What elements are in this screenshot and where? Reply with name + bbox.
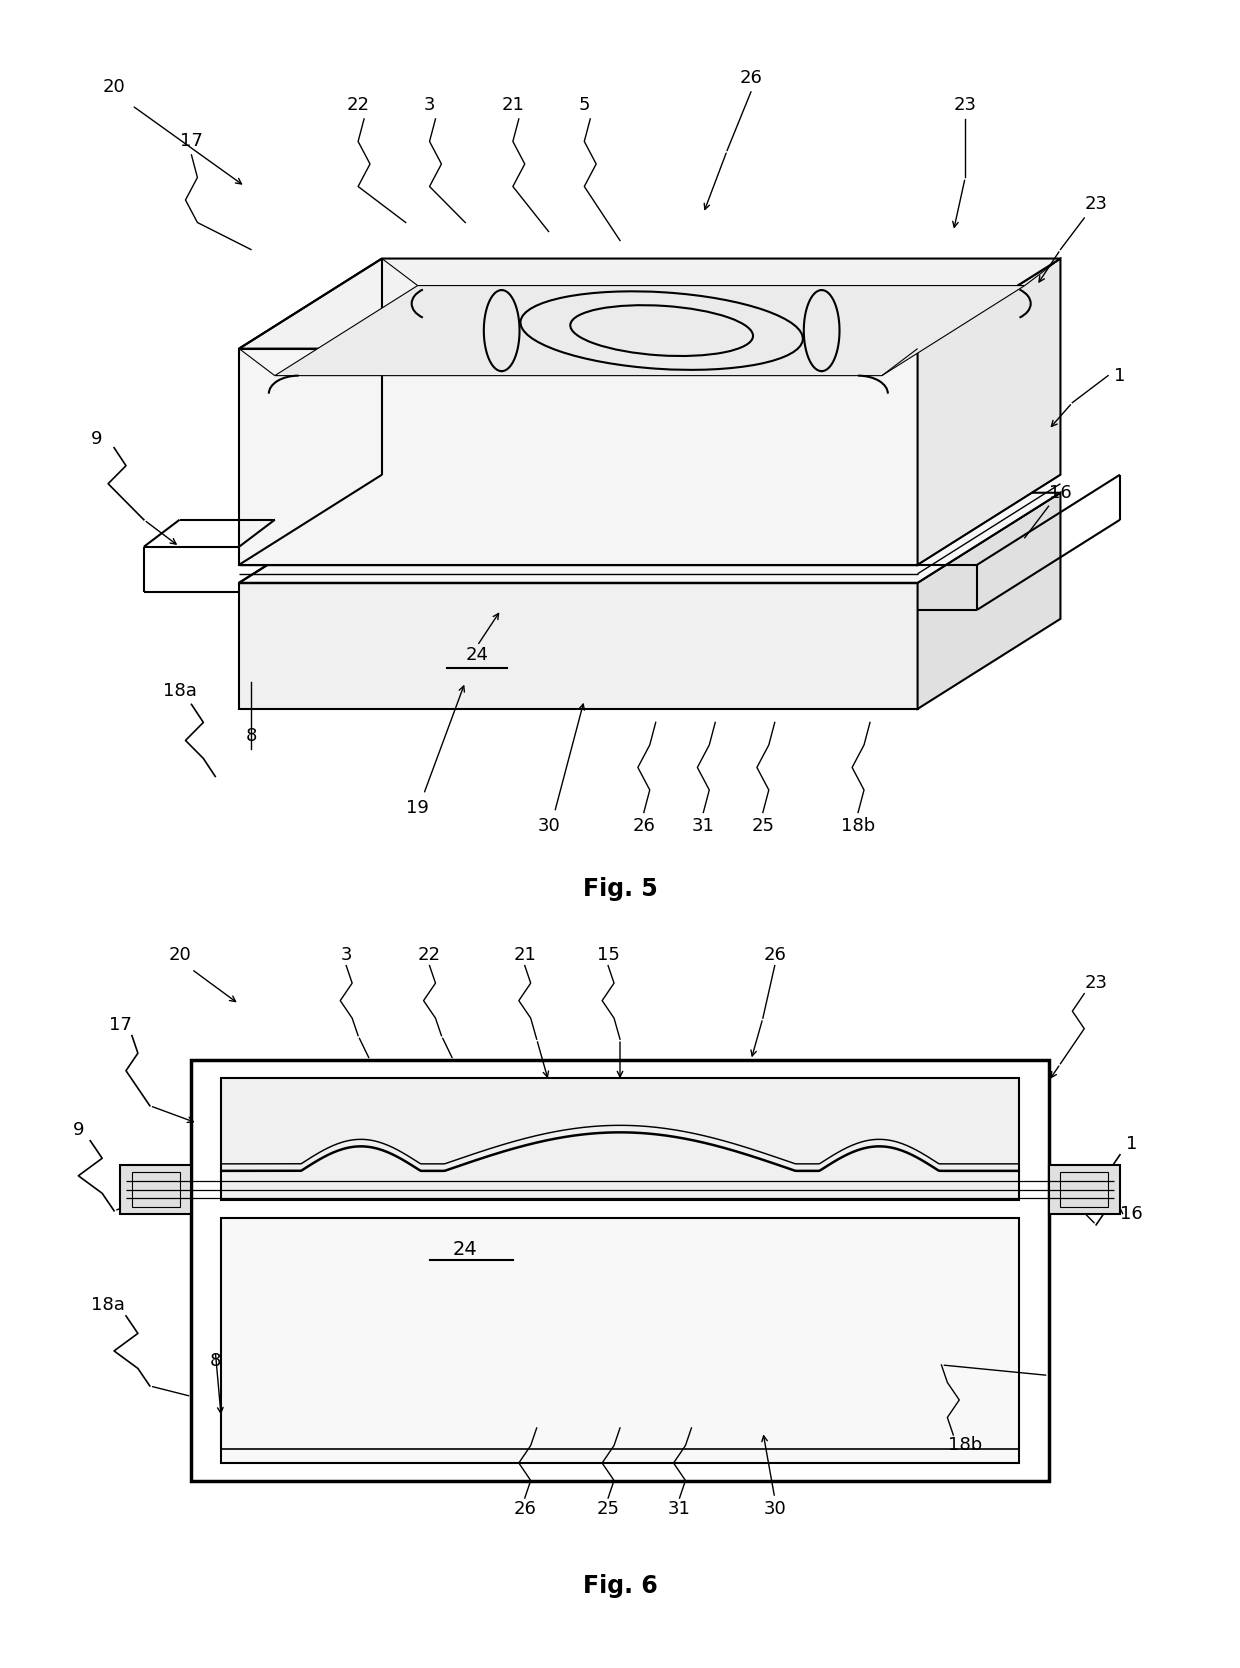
- Text: 20: 20: [169, 946, 191, 964]
- Polygon shape: [239, 349, 918, 565]
- Text: 8: 8: [246, 727, 257, 746]
- Text: 3: 3: [341, 946, 352, 964]
- Text: 1: 1: [1126, 1136, 1137, 1153]
- Text: 9: 9: [73, 1121, 84, 1139]
- Polygon shape: [918, 259, 1060, 565]
- Text: 26: 26: [632, 817, 655, 836]
- Text: Fig. 5: Fig. 5: [583, 877, 657, 901]
- Polygon shape: [918, 492, 1060, 709]
- Text: 15: 15: [596, 946, 620, 964]
- Polygon shape: [239, 582, 918, 709]
- Text: 3: 3: [424, 97, 435, 115]
- Text: 25: 25: [751, 817, 774, 836]
- Text: 24: 24: [453, 1239, 477, 1259]
- Text: 30: 30: [537, 817, 560, 836]
- Text: 16: 16: [1121, 1206, 1143, 1223]
- Text: 18a: 18a: [92, 1296, 125, 1314]
- Text: 31: 31: [692, 817, 714, 836]
- Text: 18b: 18b: [949, 1436, 982, 1454]
- Text: 26: 26: [764, 946, 786, 964]
- Bar: [1049, 1166, 1120, 1214]
- Text: 19: 19: [407, 799, 429, 817]
- Polygon shape: [239, 259, 1060, 349]
- Text: 17: 17: [109, 1016, 131, 1034]
- Text: 5: 5: [579, 97, 590, 115]
- Text: 25: 25: [596, 1500, 620, 1518]
- Text: 1: 1: [1115, 367, 1126, 385]
- Bar: [120, 1166, 191, 1214]
- Bar: [191, 1061, 1049, 1481]
- Text: 16: 16: [1049, 484, 1071, 502]
- Text: 23: 23: [1085, 195, 1107, 214]
- Text: Fig. 6: Fig. 6: [583, 1573, 657, 1598]
- Bar: [131, 1173, 180, 1208]
- Text: 26: 26: [739, 70, 763, 87]
- Text: 21: 21: [501, 97, 525, 115]
- Text: 24: 24: [466, 646, 489, 664]
- Text: 17: 17: [180, 132, 203, 150]
- Text: 18b: 18b: [841, 817, 875, 836]
- Bar: [221, 1078, 1019, 1201]
- Text: 18a: 18a: [162, 682, 196, 701]
- Text: 23: 23: [954, 97, 977, 115]
- Text: 22: 22: [347, 97, 370, 115]
- Text: 23: 23: [1085, 974, 1107, 992]
- Text: 8: 8: [210, 1353, 221, 1371]
- Bar: [1060, 1173, 1109, 1208]
- Bar: [221, 1218, 1019, 1463]
- Text: 20: 20: [103, 78, 125, 97]
- Text: 22: 22: [418, 946, 441, 964]
- Text: 30: 30: [764, 1500, 786, 1518]
- Polygon shape: [275, 285, 1024, 375]
- Text: 31: 31: [668, 1500, 691, 1518]
- Polygon shape: [239, 492, 1060, 582]
- Text: 9: 9: [91, 430, 102, 447]
- Text: 21: 21: [513, 946, 536, 964]
- Text: 26: 26: [513, 1500, 536, 1518]
